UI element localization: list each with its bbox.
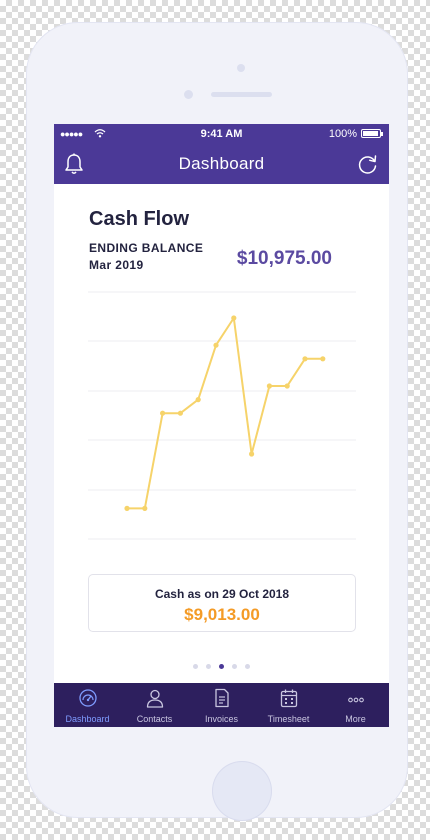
home-button[interactable] — [212, 761, 272, 821]
chart-point — [266, 383, 272, 389]
calendar-icon — [280, 689, 297, 708]
app-screen: ●●●●● 9:41 AM 100% Dashboard Cash Flow E… — [54, 124, 389, 727]
chart-grid — [88, 291, 356, 540]
page-dot[interactable] — [245, 664, 250, 669]
tab-timesheet[interactable]: Timesheet — [255, 683, 322, 727]
status-time: 9:41 AM — [200, 128, 243, 140]
chart-point — [231, 315, 237, 321]
tab-bar: Dashboard Contacts Invoices — [54, 683, 389, 727]
battery-icon — [361, 129, 383, 138]
cash-as-on-value: $9,013.00 — [184, 605, 260, 624]
tab-label: More — [345, 714, 366, 724]
person-icon — [146, 689, 163, 708]
page-title: Dashboard — [178, 154, 265, 173]
chart-point — [320, 356, 326, 362]
signal-strength: ●●●●● — [60, 129, 83, 139]
front-camera — [184, 90, 193, 99]
refresh-icon[interactable] — [357, 153, 379, 175]
front-sensor — [237, 64, 245, 72]
chart-point — [195, 397, 201, 403]
page-dot[interactable] — [193, 664, 198, 669]
tab-invoices[interactable]: Invoices — [188, 683, 255, 727]
chart-point — [177, 410, 183, 416]
page-dot[interactable] — [232, 664, 237, 669]
cash-flow-line — [127, 317, 323, 510]
chart-point — [142, 505, 148, 511]
ending-balance-caption: ENDING BALANCE — [89, 241, 204, 255]
cash-flow-points — [124, 315, 326, 511]
cash-flow-chart — [88, 291, 356, 540]
battery-percentage: 100% — [328, 128, 357, 140]
tab-dashboard[interactable]: Dashboard — [54, 683, 121, 727]
chart-point — [213, 342, 219, 348]
chart-point — [249, 451, 255, 457]
page-indicator[interactable] — [54, 664, 389, 669]
gauge-icon — [78, 689, 97, 707]
bell-icon[interactable] — [64, 153, 84, 175]
tab-label: Timesheet — [267, 714, 310, 724]
cash-as-on-label: Cash as on 29 Oct 2018 — [154, 587, 290, 601]
ending-balance-period: Mar 2019 — [89, 258, 144, 272]
chart-point — [284, 383, 290, 389]
chart-point — [302, 356, 308, 362]
cash-as-on-card[interactable]: Cash as on 29 Oct 2018 $9,013.00 — [88, 574, 356, 632]
page-dot[interactable] — [219, 664, 224, 669]
ending-balance-label: ENDING BALANCE Mar 2019 — [89, 240, 203, 274]
card-title: Cash Flow — [89, 208, 190, 230]
status-bar: ●●●●● 9:41 AM 100% — [54, 124, 389, 144]
tab-contacts[interactable]: Contacts — [121, 683, 188, 727]
chart-point — [124, 505, 130, 511]
chart-point — [160, 410, 166, 416]
tab-label: Invoices — [204, 714, 239, 724]
ending-balance-value: $10,975.00 — [236, 248, 332, 269]
document-icon — [214, 688, 229, 708]
tab-more[interactable]: More — [322, 683, 389, 727]
wifi-icon — [94, 129, 106, 138]
page-dot[interactable] — [206, 664, 211, 669]
nav-bar: Dashboard — [54, 144, 389, 184]
tab-label: Dashboard — [65, 714, 110, 724]
tab-label: Contacts — [136, 714, 173, 724]
earpiece-speaker — [211, 92, 272, 97]
more-icon — [347, 697, 364, 703]
